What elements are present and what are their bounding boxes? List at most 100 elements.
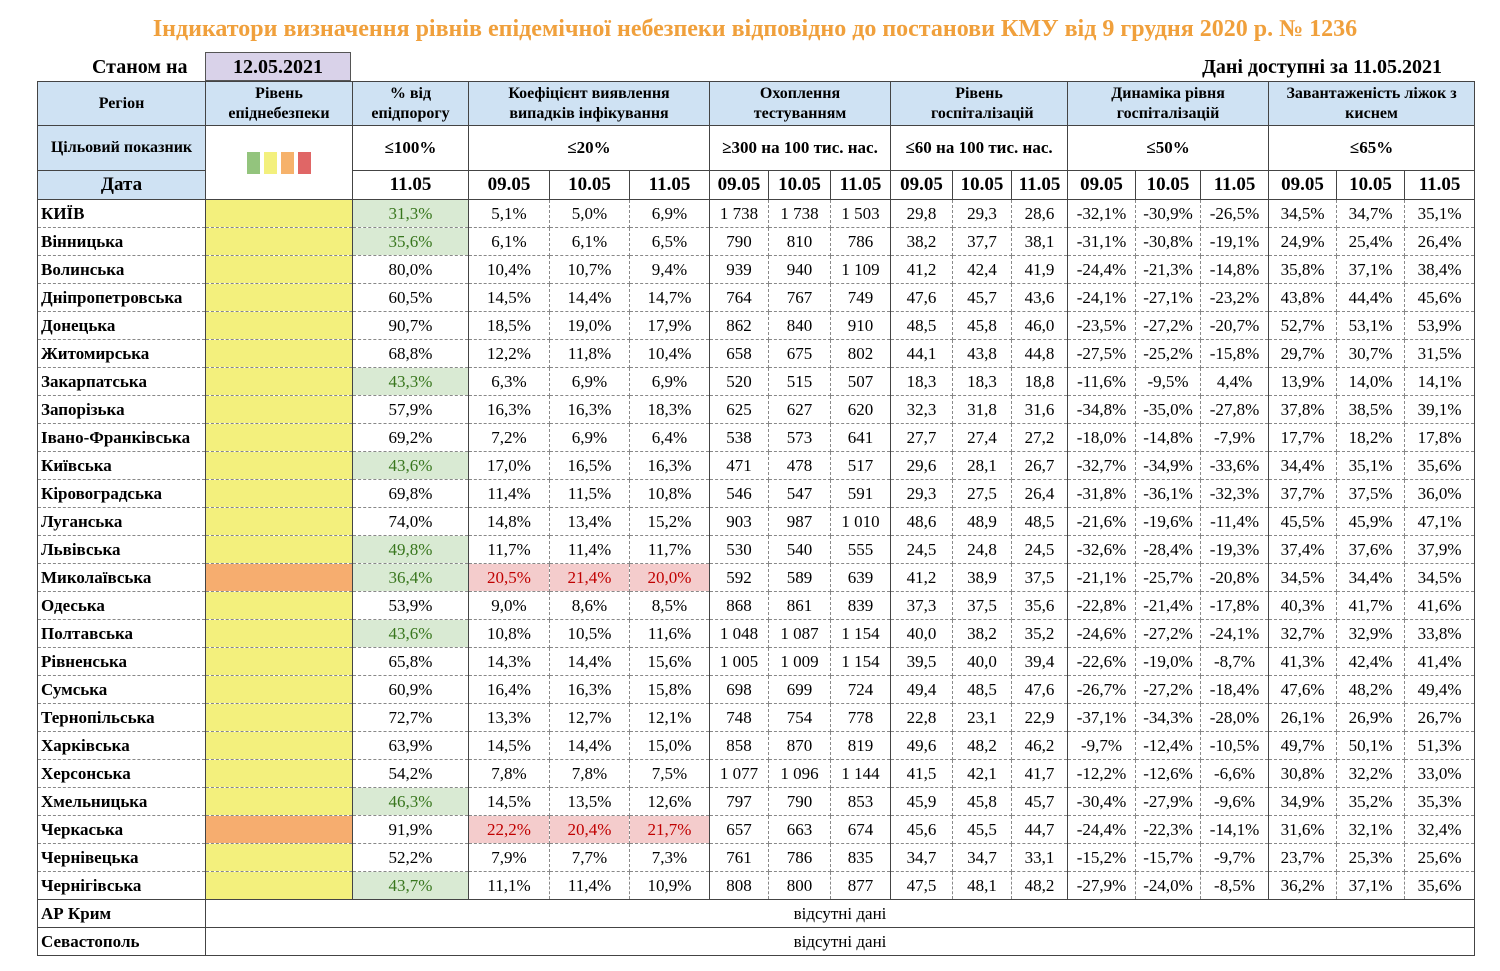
hosp-cell: 48,5: [952, 675, 1013, 704]
target-coef: ≤20%: [467, 125, 711, 171]
beds-cell: 37,4%: [1268, 535, 1338, 564]
pct-cell: 43,6%: [352, 619, 469, 648]
pct-cell: 31,3%: [352, 199, 469, 228]
beds-cell: 36,2%: [1268, 871, 1338, 900]
beds-cell: 14,0%: [1336, 367, 1406, 396]
header-beds: Завантаженість ліжок з киснем: [1268, 81, 1476, 126]
coef-cell: 10,4%: [628, 339, 711, 368]
coef-cell: 8,6%: [549, 591, 630, 620]
region-name: Івано-Франківська: [37, 423, 206, 452]
test-cell: 675: [768, 339, 832, 368]
date-header: 09.05: [890, 170, 954, 200]
dyn-cell: -19,1%: [1200, 227, 1270, 256]
hosp-cell: 24,8: [952, 535, 1013, 564]
table-row: Херсонська 54,2% 7,8% 7,8% 7,5% 1 077 1 096 1 1…: [37, 759, 1476, 788]
region-name: Вінницька: [37, 227, 206, 256]
coef-cell: 14,7%: [628, 283, 711, 312]
dyn-cell: -9,7%: [1200, 843, 1270, 872]
level-cell: [205, 731, 353, 760]
coef-cell: 16,3%: [468, 395, 550, 424]
coef-cell: 6,9%: [628, 367, 711, 396]
date-pct: 11.05: [352, 170, 469, 200]
hosp-cell: 48,5: [890, 311, 954, 340]
hosp-cell: 41,7: [1011, 759, 1069, 788]
hosp-cell: 43,6: [1011, 283, 1069, 312]
pct-cell: 69,8%: [352, 479, 469, 508]
region-name: Чернігівська: [37, 871, 206, 900]
region-name: Тернопільська: [37, 703, 206, 732]
hosp-cell: 38,9: [952, 563, 1013, 592]
coef-cell: 18,3%: [628, 395, 711, 424]
indicators-table: Регіон Рівень епіднебезпеки % від епідпо…: [37, 81, 1476, 956]
table-row: Вінницька 35,6% 6,1% 6,1% 6,5% 790 810 786 38,2 3…: [37, 227, 1476, 256]
beds-cell: 45,6%: [1404, 283, 1476, 312]
coef-cell: 16,5%: [549, 451, 630, 480]
hosp-cell: 41,2: [890, 563, 954, 592]
coef-cell: 6,9%: [628, 199, 711, 228]
hosp-cell: 31,8: [952, 395, 1013, 424]
test-cell: 1 144: [830, 759, 892, 788]
beds-cell: 37,8%: [1268, 395, 1338, 424]
coef-cell: 21,4%: [549, 563, 630, 592]
pct-cell: 57,9%: [352, 395, 469, 424]
table-row: Одеська 53,9% 9,0% 8,6% 8,5% 868 861 839 37,3 37,…: [37, 591, 1476, 620]
test-cell: 627: [768, 395, 832, 424]
dyn-cell: -9,6%: [1200, 787, 1270, 816]
dyn-cell: -12,4%: [1135, 731, 1202, 760]
dyn-cell: -22,6%: [1067, 647, 1137, 676]
coef-cell: 9,0%: [468, 591, 550, 620]
test-cell: 877: [830, 871, 892, 900]
beds-cell: 37,5%: [1336, 479, 1406, 508]
pct-cell: 52,2%: [352, 843, 469, 872]
header-pct: % від епідпорогу: [352, 81, 469, 126]
coef-cell: 7,2%: [468, 423, 550, 452]
coef-cell: 5,1%: [468, 199, 550, 228]
dyn-cell: -15,7%: [1135, 843, 1202, 872]
table-row: КИЇВ 31,3% 5,1% 5,0% 6,9% 1 738 1 738 1 503 29,8…: [37, 199, 1476, 228]
region-name: Житомирська: [37, 339, 206, 368]
test-cell: 808: [709, 871, 770, 900]
test-cell: 478: [768, 451, 832, 480]
beds-cell: 32,9%: [1336, 619, 1406, 648]
dyn-cell: -21,6%: [1067, 507, 1137, 536]
beds-cell: 38,5%: [1336, 395, 1406, 424]
region-name: Хмельницька: [37, 787, 206, 816]
coef-cell: 13,5%: [549, 787, 630, 816]
test-cell: 835: [830, 843, 892, 872]
table-row: Донецька 90,7% 18,5% 19,0% 17,9% 862 840 910 48,…: [37, 311, 1476, 340]
page-title: Індикатори визначення рівнів епідемічної…: [152, 16, 1358, 42]
coef-cell: 10,9%: [628, 871, 711, 900]
pct-cell: 63,9%: [352, 731, 469, 760]
test-cell: 515: [768, 367, 832, 396]
hosp-cell: 47,6: [1011, 675, 1069, 704]
hosp-cell: 48,9: [952, 507, 1013, 536]
beds-cell: 35,6%: [1404, 871, 1476, 900]
beds-cell: 47,6%: [1268, 675, 1338, 704]
region-name: Київська: [37, 451, 206, 480]
region-name: Чернівецька: [37, 843, 206, 872]
region-name: Миколаївська: [37, 563, 206, 592]
region-name: Севастополь: [37, 927, 206, 956]
test-cell: 910: [830, 311, 892, 340]
dyn-cell: -10,5%: [1200, 731, 1270, 760]
test-cell: 754: [768, 703, 832, 732]
table-row: Полтавська 43,6% 10,8% 10,5% 11,6% 1 048 1 087…: [37, 619, 1476, 648]
test-cell: 868: [709, 591, 770, 620]
dyn-cell: -32,1%: [1067, 199, 1137, 228]
test-cell: 862: [709, 311, 770, 340]
coef-cell: 8,5%: [628, 591, 711, 620]
pct-cell: 36,4%: [352, 563, 469, 592]
hosp-cell: 33,1: [1011, 843, 1069, 872]
dyn-cell: -23,2%: [1200, 283, 1270, 312]
test-cell: 903: [709, 507, 770, 536]
beds-cell: 49,7%: [1268, 731, 1338, 760]
header-test: Охоплення тестуванням: [709, 81, 892, 126]
coef-cell: 11,1%: [468, 871, 550, 900]
level-cell: [205, 535, 353, 564]
beds-cell: 49,4%: [1404, 675, 1476, 704]
beds-cell: 18,2%: [1336, 423, 1406, 452]
coef-cell: 14,4%: [549, 731, 630, 760]
hosp-cell: 26,7: [1011, 451, 1069, 480]
level-cell: [205, 843, 353, 872]
pct-cell: 43,3%: [352, 367, 469, 396]
